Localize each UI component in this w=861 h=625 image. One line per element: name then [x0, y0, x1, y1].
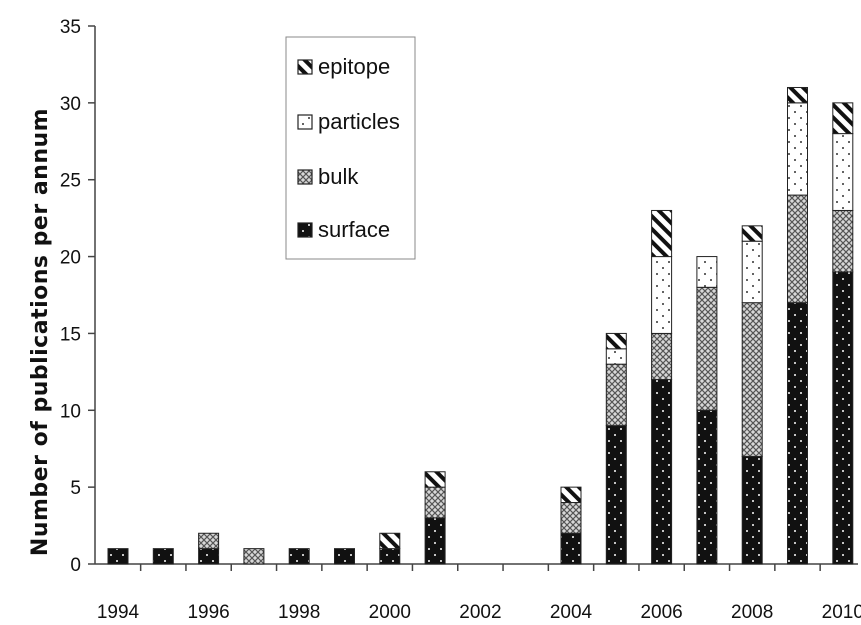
- bar-segment-surface: [288, 548, 310, 565]
- bar-segment-surface: [741, 455, 763, 565]
- y-tick-label: 10: [60, 401, 81, 422]
- bar-segment-epitope: [560, 486, 582, 504]
- y-tick-label: 0: [70, 555, 81, 576]
- bars: [107, 86, 854, 565]
- y-axis: 0 5 10 15 20 25 30 35: [60, 17, 96, 576]
- bar-segment-surface: [107, 548, 129, 565]
- x-tick-label: 1998: [278, 602, 320, 623]
- bar-segment-bulk: [832, 209, 854, 273]
- x-tick-label: 2000: [369, 602, 411, 623]
- bar-segment-particles: [605, 348, 627, 365]
- bar-segment-surface: [832, 271, 854, 565]
- bar-segment-surface: [379, 548, 401, 565]
- bar-segment-bulk: [651, 332, 673, 381]
- y-axis-title: Number of publications per annum: [28, 108, 53, 556]
- bar-segment-surface: [152, 548, 174, 565]
- bar-segment-bulk: [560, 502, 582, 534]
- bar-segment-surface: [424, 517, 446, 565]
- bar-segment-particles: [787, 102, 808, 196]
- bar-segment-epitope: [651, 209, 673, 258]
- legend-label-bulk: bulk: [318, 164, 359, 189]
- bar-segment-bulk: [696, 286, 718, 411]
- x-tick-label: 2004: [550, 602, 593, 623]
- bar-segment-epitope: [605, 332, 627, 350]
- bar-segment-epitope: [741, 225, 763, 242]
- bar-segment-bulk: [787, 194, 808, 304]
- bar-segment-surface: [560, 532, 582, 565]
- x-tick-label: 1994: [97, 602, 140, 623]
- bar-segment-epitope: [832, 102, 854, 135]
- legend-swatch-particles: [297, 114, 313, 130]
- y-tick-label: 15: [60, 324, 81, 345]
- x-tick-label: 2006: [640, 602, 682, 623]
- legend-label-epitope: epitope: [318, 54, 390, 79]
- bar-segment-particles: [651, 256, 673, 334]
- bar-segment-bulk: [741, 302, 763, 457]
- y-tick-label: 25: [60, 171, 81, 192]
- bar-segment-epitope: [379, 532, 401, 550]
- bar-segment-surface: [651, 379, 673, 565]
- x-tick-label: 1996: [187, 602, 229, 623]
- legend-label-surface: surface: [318, 217, 390, 242]
- bar-segment-surface: [198, 548, 220, 565]
- x-tick-label: 2002: [459, 602, 501, 623]
- bar-segment-bulk: [605, 363, 627, 427]
- bar-segment-particles: [696, 256, 718, 288]
- y-tick-label: 20: [60, 248, 81, 269]
- bar-segment-bulk: [424, 486, 446, 519]
- y-tick-label: 35: [60, 17, 81, 38]
- legend-swatch-surface: [297, 222, 313, 238]
- bar-segment-surface: [787, 302, 808, 565]
- y-tick-label: 5: [70, 478, 81, 499]
- bar-segment-surface: [605, 425, 627, 565]
- bar-segment-epitope: [424, 471, 446, 488]
- bar-segment-particles: [832, 133, 854, 211]
- x-tick-label: 2008: [731, 602, 773, 623]
- bar-segment-epitope: [787, 86, 808, 104]
- y-tick-label: 30: [60, 94, 81, 115]
- bar-segment-surface: [696, 409, 718, 565]
- legend-swatch-bulk: [297, 169, 313, 185]
- x-tick-label: 2010: [822, 602, 861, 623]
- legend: epitope particles bulk surface: [285, 36, 416, 260]
- x-axis: 1994 1996 1998 2000 2002 2004 2006 2008 2010: [95, 563, 861, 623]
- bar-segment-bulk: [198, 532, 220, 550]
- legend-label-particles: particles: [318, 109, 400, 134]
- bar-segment-surface: [334, 548, 355, 565]
- bar-segment-bulk: [243, 548, 265, 565]
- legend-swatch-epitope: [297, 59, 313, 75]
- bar-segment-particles: [741, 240, 763, 304]
